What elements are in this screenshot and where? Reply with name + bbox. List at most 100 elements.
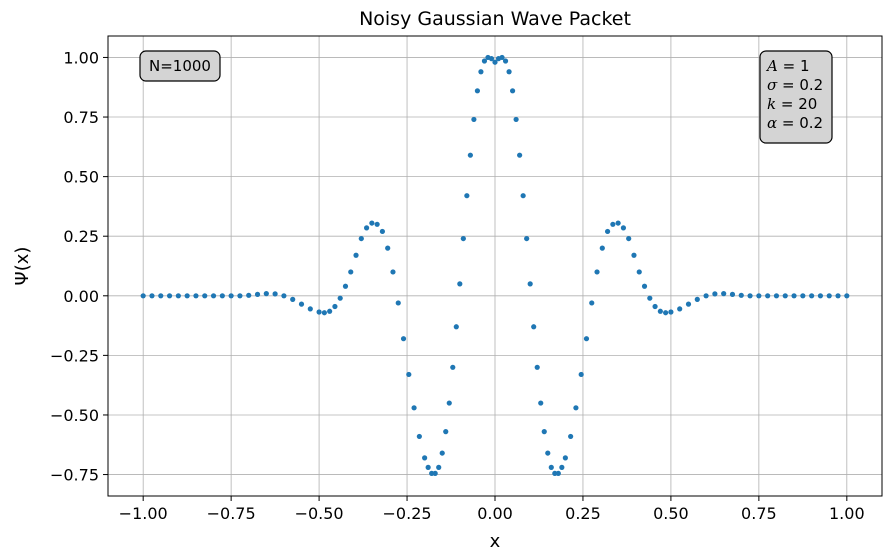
data-point	[492, 59, 498, 65]
data-point	[578, 371, 584, 378]
data-point	[694, 296, 700, 302]
data-point	[524, 235, 530, 242]
data-point	[589, 300, 595, 306]
data-point	[594, 269, 600, 275]
data-point	[738, 292, 744, 298]
data-point	[481, 58, 488, 64]
data-point	[817, 293, 824, 299]
data-point	[422, 455, 428, 461]
data-point	[237, 293, 243, 299]
data-point	[307, 306, 313, 312]
data-point	[631, 252, 637, 258]
data-point	[471, 116, 477, 123]
data-point	[800, 293, 806, 299]
data-point	[520, 193, 526, 199]
y-tick-label: 0.75	[63, 108, 99, 127]
data-point	[513, 116, 519, 123]
data-point	[517, 152, 523, 158]
data-point	[327, 308, 333, 314]
data-point	[506, 69, 512, 75]
x-tick-label: 0.75	[741, 504, 777, 523]
axis-ticks: −1.00 −0.75 −0.50 −0.25 0.00 0.25 0.50 0.75 1.00…	[50, 48, 865, 523]
data-point	[379, 228, 386, 235]
data-point	[166, 293, 173, 299]
data-point	[416, 433, 422, 440]
data-point	[534, 364, 540, 370]
data-point	[210, 293, 217, 299]
data-point	[782, 293, 788, 299]
data-point	[254, 291, 261, 297]
data-point	[791, 293, 797, 299]
data-point	[369, 220, 375, 226]
data-point	[509, 88, 516, 94]
data-point	[316, 309, 322, 315]
data-point	[599, 245, 605, 251]
data-point	[538, 400, 544, 406]
data-point	[809, 293, 815, 299]
data-point	[527, 281, 533, 287]
data-point	[436, 464, 442, 470]
data-point	[140, 293, 146, 299]
data-point	[703, 293, 709, 299]
data-point	[835, 293, 841, 299]
y-tick-label: 0.50	[63, 168, 99, 187]
data-point	[193, 293, 199, 299]
data-point	[353, 252, 359, 258]
data-point	[502, 58, 509, 64]
y-tick-label: −0.75	[50, 466, 99, 485]
y-tick-label: −0.25	[50, 346, 99, 365]
data-point	[647, 295, 653, 301]
data-point	[663, 310, 669, 316]
data-point	[677, 306, 683, 312]
data-point	[610, 221, 616, 227]
data-point	[641, 283, 648, 289]
data-point	[425, 464, 431, 470]
n-annotation-box: N=1000	[139, 50, 221, 82]
x-tick-label: −0.25	[383, 504, 432, 523]
params-annotation-box: A = 1σ = 0.2k = 20α = 0.2	[759, 50, 833, 144]
data-point	[450, 364, 456, 370]
data-point	[729, 291, 736, 297]
data-point	[548, 464, 554, 470]
data-point	[246, 292, 252, 298]
data-point	[562, 455, 568, 461]
data-point	[604, 228, 611, 235]
data-point	[443, 429, 449, 435]
n-annotation-text: N=1000	[149, 57, 211, 75]
x-axis-label: x	[490, 531, 501, 552]
data-point	[559, 464, 565, 470]
data-point	[636, 269, 642, 275]
data-point	[626, 235, 632, 242]
data-point	[545, 450, 551, 456]
scatter-points	[140, 54, 850, 476]
data-point	[358, 235, 364, 242]
x-tick-label: 0.00	[477, 504, 513, 523]
data-point	[474, 88, 481, 94]
y-tick-label: 1.00	[63, 48, 99, 67]
data-point	[411, 405, 417, 411]
param-label: A = 1	[765, 57, 810, 75]
data-point	[219, 293, 225, 299]
data-point	[321, 310, 327, 316]
data-point	[568, 433, 574, 440]
data-point	[281, 293, 287, 299]
data-point	[488, 56, 495, 62]
data-point	[228, 293, 234, 299]
data-point	[583, 336, 590, 342]
data-point	[478, 69, 484, 75]
data-point	[615, 220, 621, 226]
data-point	[541, 429, 547, 435]
x-tick-label: 0.25	[565, 504, 601, 523]
data-point	[432, 470, 438, 476]
data-point	[390, 269, 396, 275]
x-tick-label: −0.50	[295, 504, 344, 523]
x-tick-label: 0.50	[653, 504, 689, 523]
data-point	[555, 470, 561, 476]
data-point	[439, 450, 445, 456]
data-point	[290, 296, 296, 302]
data-point	[685, 301, 692, 307]
data-point	[342, 283, 349, 289]
data-point	[175, 293, 181, 299]
data-point	[756, 293, 762, 299]
data-point	[202, 293, 208, 299]
